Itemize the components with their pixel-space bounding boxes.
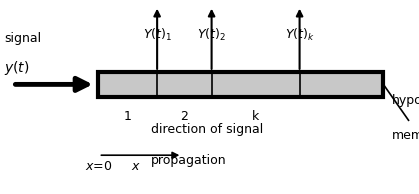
Text: $Y(t)_{2}$: $Y(t)_{2}$ [197,27,226,43]
Text: 1: 1 [124,110,132,123]
Text: propagation: propagation [151,154,226,167]
Text: signal: signal [4,32,41,45]
Text: mem-: mem- [392,129,419,142]
Bar [98,72,383,97]
Text: $Y(t)_{k}$: $Y(t)_{k}$ [285,27,315,43]
Text: 2: 2 [181,110,188,123]
Text: k: k [252,110,259,123]
Text: $x$=0: $x$=0 [85,160,112,173]
Text: $Y(t)_{1}$: $Y(t)_{1}$ [142,27,172,43]
Text: hypo-: hypo- [392,94,419,107]
Text: $y(t)$: $y(t)$ [4,59,30,77]
Text: direction of signal: direction of signal [151,123,263,136]
Text: $x$: $x$ [131,160,141,173]
